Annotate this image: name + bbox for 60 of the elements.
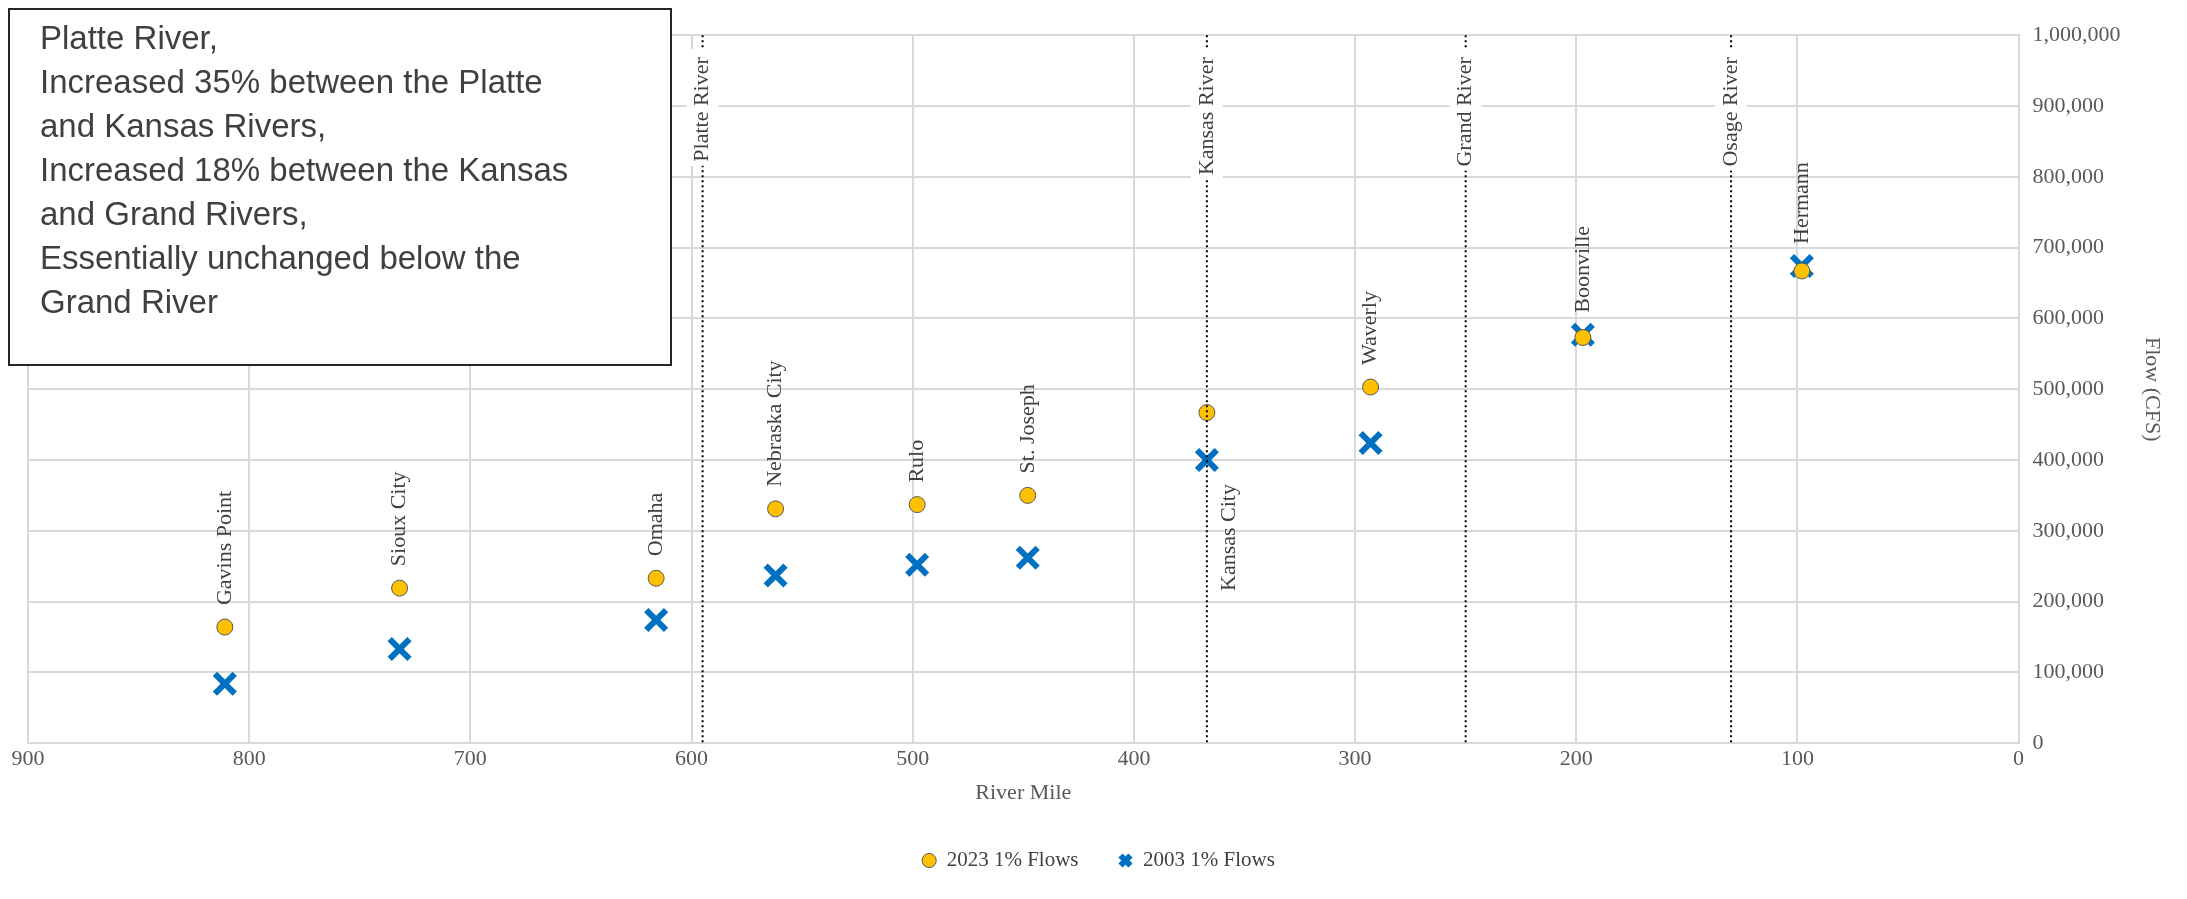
y-tick-label: 900,000 bbox=[2032, 91, 2105, 117]
y-tick-label: 0 bbox=[2032, 728, 2044, 754]
y-tick-label: 200,000 bbox=[2032, 587, 2105, 613]
point bbox=[1193, 447, 1220, 473]
x-tick-label: 400 bbox=[1117, 745, 1151, 771]
legend-label: 2023 1% Flows bbox=[946, 847, 1079, 872]
annotation: Omaha bbox=[641, 492, 667, 557]
annotation: Nebraska City bbox=[761, 360, 787, 487]
annotation: Gavins Point bbox=[210, 490, 236, 606]
point bbox=[762, 562, 789, 589]
y-tick-label: 100,000 bbox=[2032, 658, 2105, 684]
ref-line-label: Osage River bbox=[1716, 56, 1742, 167]
point bbox=[643, 607, 670, 633]
x-tick-label: 200 bbox=[1559, 745, 1593, 771]
point bbox=[1362, 378, 1380, 396]
y-tick-label: 500,000 bbox=[2032, 374, 2105, 400]
legend-label: 2003 1% Flows bbox=[1143, 847, 1275, 872]
x-axis-title: River Mile bbox=[975, 778, 1072, 804]
point bbox=[1569, 321, 1596, 348]
point bbox=[386, 636, 413, 662]
point bbox=[767, 500, 785, 518]
x-tick-label: 300 bbox=[1338, 745, 1372, 771]
y-axis-title: Flow (CFS) bbox=[2141, 336, 2167, 442]
point bbox=[391, 579, 409, 597]
point bbox=[1198, 404, 1216, 422]
annotation: Hermann bbox=[1787, 162, 1813, 245]
x-tick-label: 600 bbox=[675, 745, 709, 771]
annotation: Rulo bbox=[902, 439, 928, 483]
point bbox=[216, 618, 234, 636]
annotation: Boonville bbox=[1568, 225, 1594, 313]
point bbox=[647, 569, 665, 587]
y-tick-label: 800,000 bbox=[2032, 162, 2105, 188]
annotation: Waverly bbox=[1356, 291, 1382, 366]
ref-line-label: Platte River bbox=[688, 56, 714, 162]
point bbox=[1574, 329, 1592, 347]
point bbox=[908, 496, 926, 514]
annotation: St. Joseph bbox=[1013, 384, 1039, 474]
annotation: Sioux City bbox=[385, 471, 411, 567]
y-tick-label: 700,000 bbox=[2032, 233, 2105, 259]
y-tick-label: 400,000 bbox=[2032, 445, 2105, 471]
y-tick-label: 300,000 bbox=[2032, 516, 2105, 542]
x-tick-label: 800 bbox=[232, 745, 266, 771]
y-tick-label: 600,000 bbox=[2032, 304, 2105, 330]
point bbox=[211, 670, 238, 697]
point bbox=[1014, 544, 1041, 571]
x-tick-label: 700 bbox=[453, 745, 487, 771]
ref-line-label: Kansas River bbox=[1192, 56, 1218, 176]
text-box: Platte River, Increased 35% between the Platte and Kansas Rivers, Increased 18% between the Kansas and Grand Rivers, Essentially unchanged below the Grand River bbox=[8, 8, 672, 366]
x-tick-label: 100 bbox=[1780, 745, 1814, 771]
x-tick-label: 0 bbox=[2013, 745, 2025, 771]
x-tick-label: 500 bbox=[896, 745, 930, 771]
x-tick-label: 900 bbox=[11, 745, 45, 771]
point bbox=[1788, 253, 1815, 279]
annotation: Kansas City bbox=[1214, 484, 1240, 591]
point bbox=[904, 551, 931, 578]
point bbox=[1357, 430, 1384, 456]
y-tick-label: 1,000,000 bbox=[2032, 20, 2121, 46]
point bbox=[1793, 262, 1811, 280]
ref-line-label: Grand River bbox=[1451, 56, 1477, 167]
point bbox=[1019, 486, 1037, 504]
